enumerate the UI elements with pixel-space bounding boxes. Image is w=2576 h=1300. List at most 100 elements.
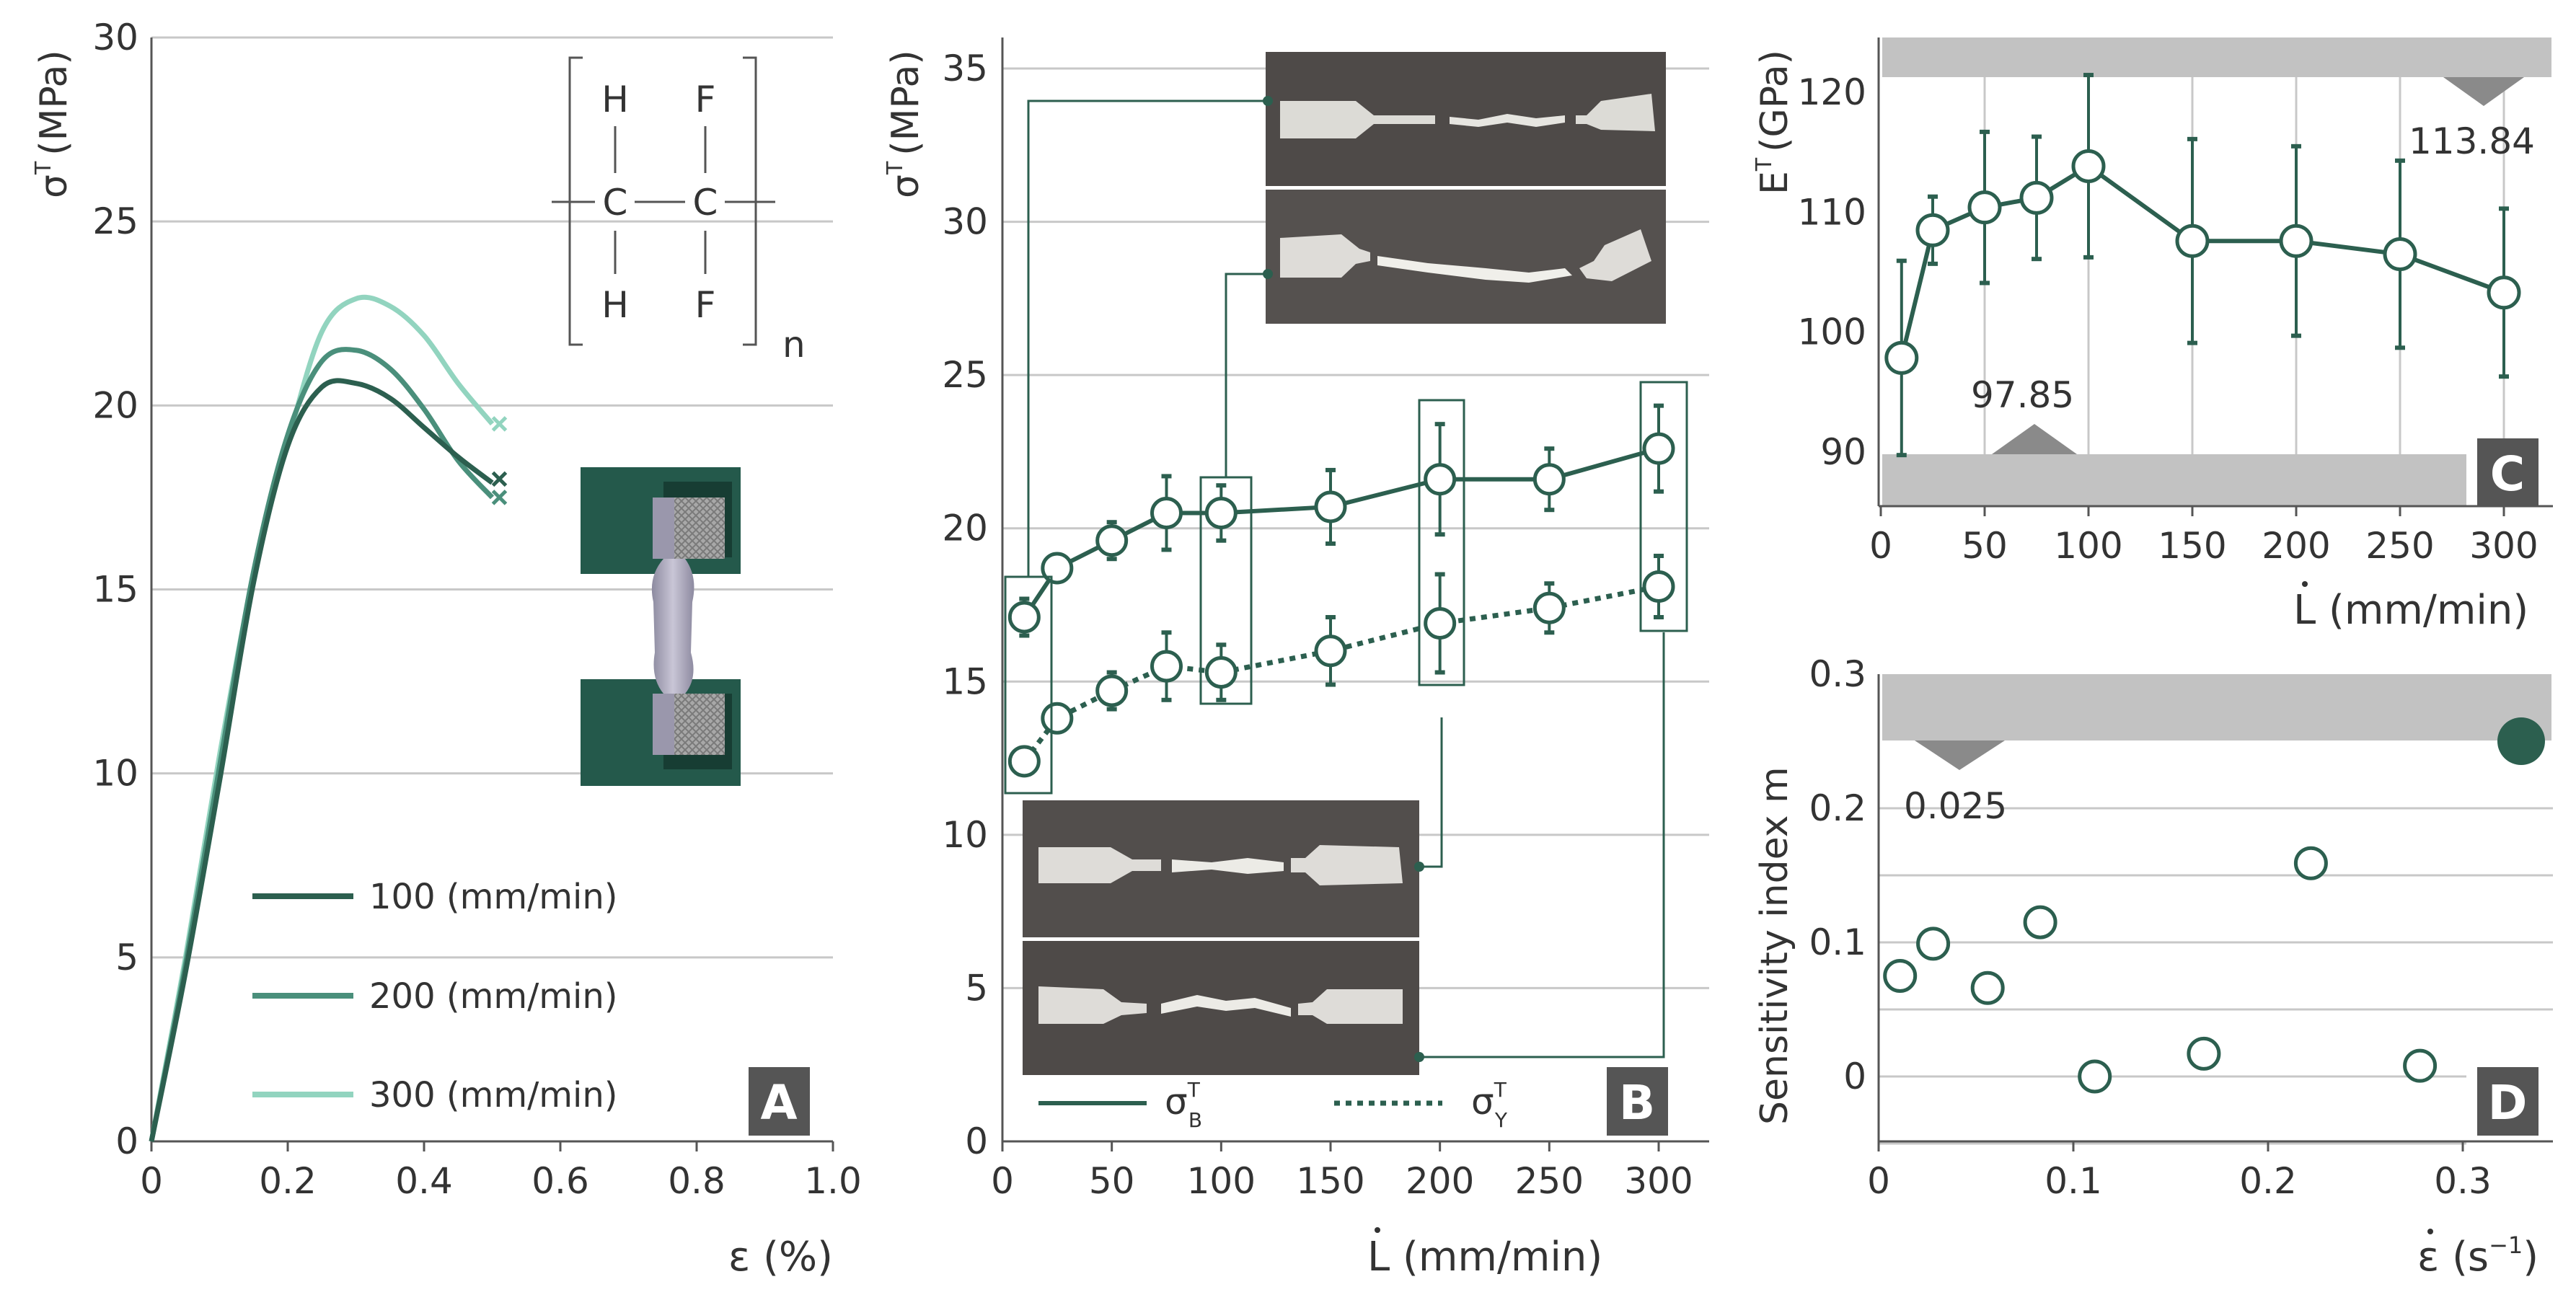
panel-a-ytick-5: 5 (115, 937, 138, 978)
panel-d-ytick-0.1: 0.1 (1809, 921, 1866, 963)
panel-d-point-2 (1916, 927, 1951, 961)
panel-c-point-150 (2175, 224, 2210, 258)
panel-b-line-sigma-y (1022, 584, 1659, 763)
panel-c-point-100 (2071, 149, 2106, 183)
panel-b-point-sigma-b-100 (1204, 496, 1238, 529)
panel-c-min-label: 97.85 (1971, 374, 2074, 416)
panel-b-xtick-0: 0 (991, 1160, 1014, 1202)
panel-a-ylabel-unit: (MPa) (32, 50, 76, 155)
panel-c-ytick-110: 110 (1798, 191, 1866, 233)
formula-bottom-left: H (601, 284, 629, 326)
panel-d-y-axis-label: Sensitivity index m (1753, 766, 1796, 1125)
svg-text:σT(MPa): σT (MPa) (883, 50, 927, 198)
panel-a-ytick-0: 0 (115, 1120, 138, 1162)
panel-b-ytick-20: 20 (942, 508, 988, 549)
panel-c-chart: 0 50 100 150 200 250 300 90 100 110 120 113.84 97.… (1752, 37, 2553, 634)
panel-c-point-75 (2019, 180, 2054, 215)
panel-c-point-50 (1967, 190, 2002, 225)
panel-b-point-sigma-b-50 (1095, 524, 1129, 557)
panel-d-axes (1877, 674, 2553, 1151)
panel-b-ylabel-sup: T (883, 161, 908, 175)
panel-b-series (1007, 403, 1675, 778)
panel-b-point-sigma-y-300 (1642, 570, 1675, 603)
panel-d-xtick-0.2: 0.2 (2239, 1160, 2297, 1202)
panel-c-ylabel-unit: (GPa) (1753, 50, 1796, 152)
panel-c-x-axis-label: L (mm/min) (2293, 581, 2528, 634)
panel-b-xlabel: L (mm/min) (1367, 1234, 1602, 1281)
tensile-grip-illustration (581, 467, 741, 786)
panel-c-xtick-100: 100 (2054, 525, 2122, 567)
formula-mid-left: C (603, 182, 628, 224)
panel-d-ytick-0.2: 0.2 (1809, 787, 1866, 829)
panel-c-ytick-90: 90 (1820, 431, 1866, 473)
panel-b-ytick-5: 5 (965, 967, 988, 1009)
formula-top-right: F (695, 79, 716, 120)
panel-b-xtick-300: 300 (1624, 1160, 1693, 1202)
highlight-box-100 (1199, 476, 1253, 705)
panel-d-ytick-0.3: 0.3 (1809, 653, 1866, 695)
panel-b-xtick-150: 150 (1296, 1160, 1364, 1202)
connector-b2 (1225, 273, 1268, 477)
panel-b-point-sigma-y-25 (1041, 702, 1074, 735)
panel-a-line-100 (149, 378, 494, 1142)
panel-d-min-label: 0.025 (1904, 785, 2007, 827)
panel-c-ylabel-main: E (1753, 171, 1796, 195)
panel-c-point-300 (2487, 275, 2521, 310)
highlight-box-10 (1004, 575, 1053, 795)
panel-b-point-sigma-b-250 (1532, 463, 1566, 496)
panel-a-label-box: A (749, 1067, 810, 1136)
panel-b-xtick-100: 100 (1187, 1160, 1256, 1202)
panel-a-xtick-0.8: 0.8 (668, 1160, 725, 1202)
panel-c-label: C (2490, 446, 2525, 502)
panel-d-chart: 0 0.1 0.2 0.3 0 0.1 0.2 0.3 0.025 Sensitivity i… (1753, 653, 2553, 1281)
panel-b-xtick-250: 250 (1515, 1160, 1584, 1202)
panel-c-y-axis-label: ET (GPa) (1752, 50, 1796, 195)
panel-c-ytick-100: 100 (1798, 311, 1866, 353)
svg-text:ET(GPa): ET (GPa) (1752, 50, 1796, 195)
panel-a-y-axis-label: σT (MPa) (31, 50, 76, 198)
panel-b-point-sigma-y-75 (1150, 650, 1183, 683)
panel-a-ytick-25: 25 (92, 200, 138, 242)
highlight-box-300 (1639, 381, 1688, 632)
panel-b-point-sigma-y-100 (1204, 656, 1238, 689)
legend-label-100: 100 (mm/min) (369, 877, 618, 917)
panel-d-xtick-0.3: 0.3 (2434, 1160, 2492, 1202)
panel-b-point-sigma-y-50 (1095, 674, 1129, 707)
panel-b-ytick-30: 30 (942, 201, 988, 243)
panel-a-xtick-0.6: 0.6 (531, 1160, 589, 1202)
panel-c-series (1884, 73, 2521, 458)
panel-b-ytick-35: 35 (942, 48, 988, 89)
panel-d-xtick-0.1: 0.1 (2045, 1160, 2102, 1202)
panel-d-tick-labels: 0 0.1 0.2 0.3 0 0.1 0.2 0.3 (1809, 653, 2491, 1202)
panel-b-xtick-50: 50 (1089, 1160, 1135, 1202)
panel-a-x-axis-label: ε (%) (728, 1234, 833, 1281)
panel-a-label: A (760, 1075, 797, 1131)
formula-bottom-right: F (695, 284, 716, 326)
panel-c-max-marker (2443, 77, 2524, 106)
panel-b-axes (1001, 37, 1709, 1151)
panel-d-point-6 (2187, 1036, 2221, 1071)
panel-d-point-5 (2078, 1059, 2112, 1094)
panel-c-xtick-150: 150 (2158, 525, 2226, 567)
panel-a-chart: 0 5 10 15 20 25 30 0 0.2 0.4 0.6 0.8 1.0 H F C C H F… (31, 17, 862, 1281)
panel-b-ytick-25: 25 (942, 354, 988, 396)
panel-d-point-3 (1970, 970, 2005, 1005)
legend-label-300: 300 (mm/min) (369, 1075, 618, 1115)
panel-b-ylabel-main: σ (884, 174, 927, 198)
panel-d-point-7 (2293, 846, 2328, 880)
connector-dot-b1 (1263, 96, 1273, 106)
panel-b-ytick-0: 0 (965, 1120, 988, 1162)
panel-c-point-200 (2279, 224, 2313, 258)
panel-b-y-axis-label: σT (MPa) (883, 50, 927, 198)
panel-a-xtick-0: 0 (140, 1160, 163, 1202)
panel-c-max-label: 113.84 (2409, 120, 2535, 162)
panel-a-xtick-0.4: 0.4 (395, 1160, 453, 1202)
panel-a-tick-labels: 0 5 10 15 20 25 30 0 0.2 0.4 0.6 0.8 1.0 (92, 17, 861, 1202)
panel-c-xtick-300: 300 (2469, 525, 2538, 567)
formula-top-left: H (601, 79, 629, 120)
highlight-box-200 (1418, 399, 1465, 686)
panel-c-xtick-0: 0 (1869, 525, 1892, 567)
panel-d-points (1883, 717, 2545, 1094)
